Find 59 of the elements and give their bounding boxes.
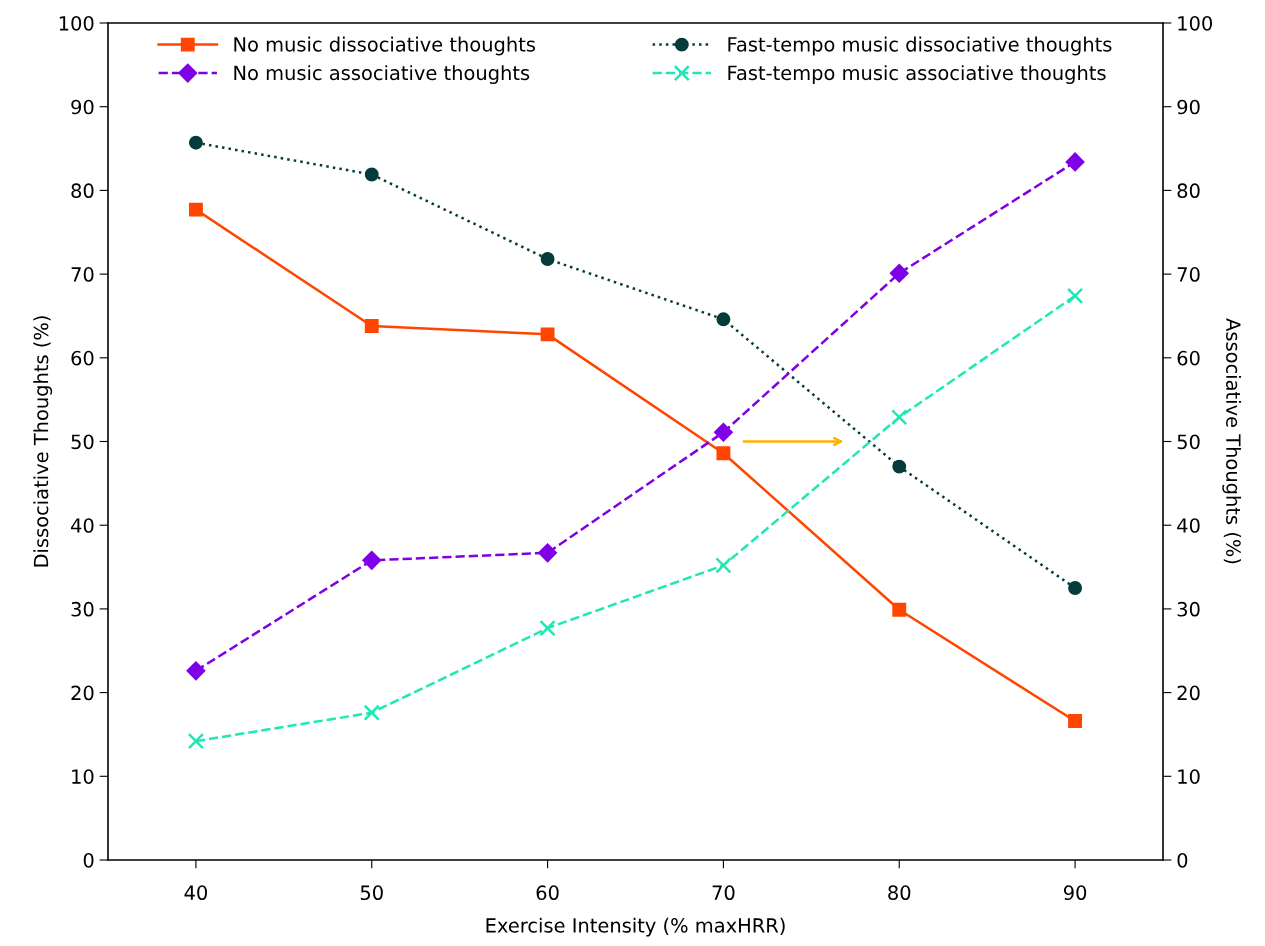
point <box>891 409 908 426</box>
y-tick-label: 90 <box>71 99 94 115</box>
x-tick-label: 60 <box>536 885 559 901</box>
y2-tick-label: 20 <box>1177 685 1200 701</box>
y2-tick-label: 70 <box>1177 267 1200 282</box>
y2-tick-label: 90 <box>1177 99 1200 115</box>
legend-label: No music associative thoughts <box>234 65 530 84</box>
point <box>716 312 731 327</box>
point <box>716 446 731 461</box>
y-tick-label: 60 <box>71 350 94 366</box>
x-axis-title: Exercise Intensity (% maxHRR) <box>486 917 785 937</box>
point <box>892 602 907 617</box>
point <box>1068 581 1083 595</box>
point <box>713 422 733 442</box>
y-tick-label: 100 <box>59 15 94 31</box>
point <box>540 327 555 342</box>
y2-tick-label: 60 <box>1177 350 1200 366</box>
point <box>363 704 380 721</box>
point <box>1065 152 1085 172</box>
y-tick-label: 50 <box>71 434 94 450</box>
y-axis-title: Dissociative Thoughts (%) <box>33 316 53 567</box>
point <box>892 459 907 474</box>
x-tick-label: 70 <box>712 885 735 901</box>
y2-tick-label: 80 <box>1177 183 1200 199</box>
y-tick-label: 0 <box>83 852 94 868</box>
point <box>364 167 379 182</box>
point <box>715 557 732 574</box>
legend-label: Fast-tempo music dissociative thoughts <box>728 36 1112 56</box>
x-tick-label: 40 <box>184 885 207 901</box>
y2-axis-title: Associative Thoughts (%) <box>1222 318 1242 564</box>
y-tick-label: 40 <box>71 518 94 533</box>
point <box>186 661 206 681</box>
point <box>362 550 382 570</box>
point <box>889 263 909 283</box>
y2-tick-label: 50 <box>1177 434 1200 450</box>
y-tick-label: 20 <box>71 685 94 701</box>
y2-tick-label: 100 <box>1178 15 1213 31</box>
point <box>187 732 205 750</box>
legend-label: No music dissociative thoughts <box>234 36 536 56</box>
point <box>1068 714 1083 729</box>
y2-tick-label: 40 <box>1177 518 1200 533</box>
point <box>538 543 558 563</box>
y2-tick-label: 10 <box>1178 769 1200 784</box>
y-tick-label: 10 <box>72 769 94 784</box>
y2-tick-label: 0 <box>1177 852 1188 868</box>
y-tick-label: 30 <box>71 601 94 617</box>
point <box>364 319 379 333</box>
point <box>188 135 203 150</box>
point <box>1066 287 1084 305</box>
y-tick-label: 80 <box>71 183 94 199</box>
y-tick-label: 70 <box>71 267 94 282</box>
point <box>188 202 203 217</box>
x-tick-label: 50 <box>360 885 383 901</box>
x-tick-label: 80 <box>888 885 911 901</box>
y2-tick-label: 30 <box>1177 601 1200 617</box>
point <box>539 619 556 637</box>
legend-label: Fast-tempo music associative thoughts <box>728 65 1106 84</box>
point <box>540 252 555 266</box>
x-tick-label: 90 <box>1063 885 1087 901</box>
